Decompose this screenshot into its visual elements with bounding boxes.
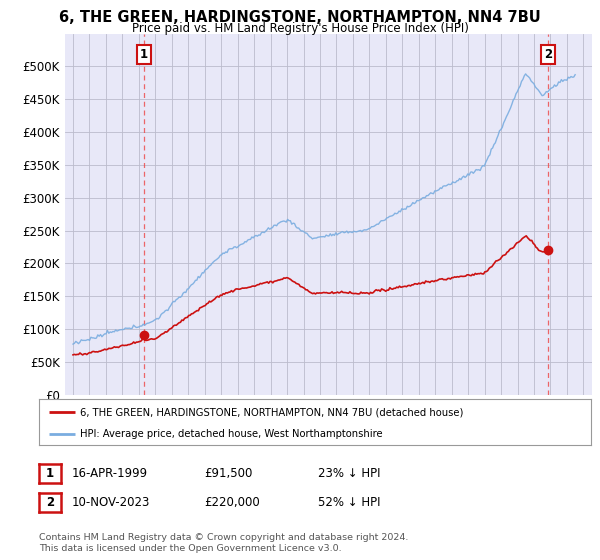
Text: Contains HM Land Registry data © Crown copyright and database right 2024.
This d: Contains HM Land Registry data © Crown c… [39, 533, 409, 553]
Text: 6, THE GREEN, HARDINGSTONE, NORTHAMPTON, NN4 7BU: 6, THE GREEN, HARDINGSTONE, NORTHAMPTON,… [59, 10, 541, 25]
Text: 10-NOV-2023: 10-NOV-2023 [72, 496, 151, 509]
Text: 2: 2 [544, 48, 553, 61]
Text: 6, THE GREEN, HARDINGSTONE, NORTHAMPTON, NN4 7BU (detached house): 6, THE GREEN, HARDINGSTONE, NORTHAMPTON,… [80, 407, 464, 417]
Text: Price paid vs. HM Land Registry's House Price Index (HPI): Price paid vs. HM Land Registry's House … [131, 22, 469, 35]
Text: 1: 1 [46, 466, 54, 480]
Text: 1: 1 [140, 48, 148, 61]
Text: HPI: Average price, detached house, West Northamptonshire: HPI: Average price, detached house, West… [80, 429, 383, 438]
Text: £220,000: £220,000 [204, 496, 260, 509]
Text: 23% ↓ HPI: 23% ↓ HPI [318, 466, 380, 480]
Text: 16-APR-1999: 16-APR-1999 [72, 466, 148, 480]
Text: 52% ↓ HPI: 52% ↓ HPI [318, 496, 380, 509]
Text: £91,500: £91,500 [204, 466, 253, 480]
Text: 2: 2 [46, 496, 54, 509]
